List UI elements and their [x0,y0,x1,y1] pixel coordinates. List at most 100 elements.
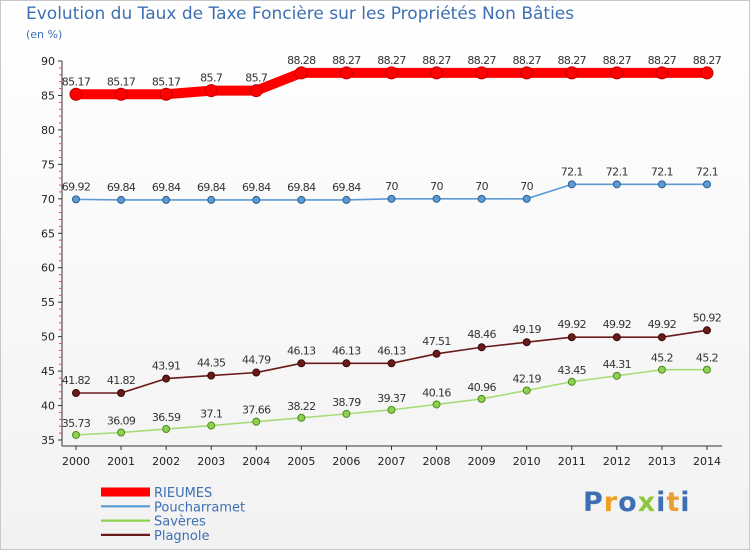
data-point-Plagnole [432,349,441,358]
data-point-RIEUMES [475,66,489,80]
proxiti-logo: Proxiti [583,487,691,518]
data-label-Plagnole: 46.13 [332,344,361,357]
data-label-Poucharramet: 70 [520,180,533,193]
data-point-Savères [702,365,711,374]
data-point-RIEUMES [430,66,444,80]
data-label-Savères: 36.59 [152,411,181,424]
data-point-Savères [342,409,351,418]
data-point-RIEUMES [655,66,669,80]
data-label-Plagnole: 44.79 [242,354,271,367]
data-label-Plagnole: 46.13 [287,344,316,357]
data-label-RIEUMES: 85.7 [245,72,268,85]
data-point-Plagnole [702,326,711,335]
x-tick-label: 2013 [648,455,676,468]
logo-letter: t [666,487,681,518]
y-tick-label: 50 [41,331,55,344]
data-point-Savères [387,405,396,414]
y-tick-label: 90 [41,55,55,68]
data-point-RIEUMES [159,87,173,101]
data-label-Plagnole: 48.46 [467,328,496,341]
logo-letter: x [637,487,657,518]
x-tick-label: 2005 [287,455,315,468]
x-tick-label: 2007 [377,455,405,468]
data-label-Savères: 36.09 [107,414,136,427]
data-label-Savères: 45.2 [651,352,673,365]
data-point-Plagnole [252,368,261,377]
data-label-RIEUMES: 88.28 [287,54,316,67]
data-point-Savères [162,425,171,434]
data-point-Savères [252,417,261,426]
x-tick-label: 2006 [332,455,360,468]
data-label-RIEUMES: 88.27 [332,54,361,67]
y-tick-label: 55 [41,296,55,309]
data-point-RIEUMES [249,84,263,98]
x-tick-label: 2012 [603,455,631,468]
data-point-Savères [432,400,441,409]
data-label-RIEUMES: 88.27 [603,54,632,67]
data-point-Plagnole [567,333,576,342]
x-tick-label: 2009 [468,455,496,468]
data-point-Poucharramet [297,195,306,204]
data-label-Savères: 39.37 [377,392,406,405]
data-label-Savères: 43.45 [558,364,587,377]
data-point-Plagnole [522,338,531,347]
data-label-RIEUMES: 85.7 [200,72,223,85]
data-label-RIEUMES: 88.27 [422,54,451,67]
data-point-Poucharramet [702,180,711,189]
data-label-Plagnole: 41.82 [107,374,136,387]
y-tick-label: 35 [41,434,55,447]
data-label-Poucharramet: 69.92 [62,180,91,193]
data-label-RIEUMES: 88.27 [467,54,496,67]
data-point-Savères [297,413,306,422]
data-point-Poucharramet [72,195,80,204]
x-tick-label: 2008 [423,455,451,468]
logo-letter: P [583,487,604,518]
data-label-Plagnole: 49.92 [648,318,677,331]
logo-letter: o [618,487,638,518]
data-point-Savères [72,430,80,439]
data-point-Plagnole [162,374,171,383]
data-point-Savères [207,421,216,430]
data-point-Savères [567,377,576,386]
data-label-Savères: 38.79 [332,396,361,409]
data-point-Plagnole [297,359,306,368]
data-point-RIEUMES [700,66,714,80]
x-tick-label: 2011 [558,455,586,468]
data-label-RIEUMES: 88.27 [512,54,541,67]
logo-letter: r [603,487,619,518]
data-label-Poucharramet: 69.84 [197,181,226,194]
data-label-RIEUMES: 85.17 [107,75,136,88]
data-point-RIEUMES [565,66,579,80]
data-label-Plagnole: 41.82 [62,374,91,387]
legend-label: Plagnole [154,529,209,544]
data-point-Plagnole [72,389,80,398]
data-label-RIEUMES: 85.17 [62,75,91,88]
data-label-Plagnole: 47.51 [422,335,451,348]
data-label-RIEUMES: 85.17 [152,75,181,88]
y-tick-label: 85 [41,89,55,102]
data-label-Savères: 37.1 [200,408,222,421]
legend-label: Poucharramet [154,500,245,515]
data-point-Savères [612,371,621,380]
data-label-Plagnole: 49.92 [558,318,587,331]
data-label-RIEUMES: 88.27 [377,54,406,67]
legend-label: Savères [154,515,206,530]
data-label-RIEUMES: 88.27 [648,54,677,67]
data-label-Poucharramet: 72.1 [651,165,673,178]
data-point-Plagnole [477,343,486,352]
x-tick-label: 2003 [197,455,225,468]
chart-title: Evolution du Taux de Taxe Foncière sur l… [26,4,575,24]
data-label-Poucharramet: 72.1 [561,165,583,178]
chart-subtitle: (en %) [26,28,63,41]
data-label-Plagnole: 49.92 [603,318,632,331]
x-tick-label: 2000 [62,455,90,468]
data-label-Plagnole: 43.91 [152,360,181,373]
data-point-RIEUMES [339,66,353,80]
data-label-RIEUMES: 88.27 [693,54,722,67]
data-label-Poucharramet: 72.1 [606,165,628,178]
x-tick-label: 2014 [693,455,721,468]
data-label-Poucharramet: 69.84 [107,181,136,194]
data-point-Poucharramet [522,194,531,203]
data-label-Poucharramet: 70 [475,180,488,193]
data-point-Savères [657,365,666,374]
